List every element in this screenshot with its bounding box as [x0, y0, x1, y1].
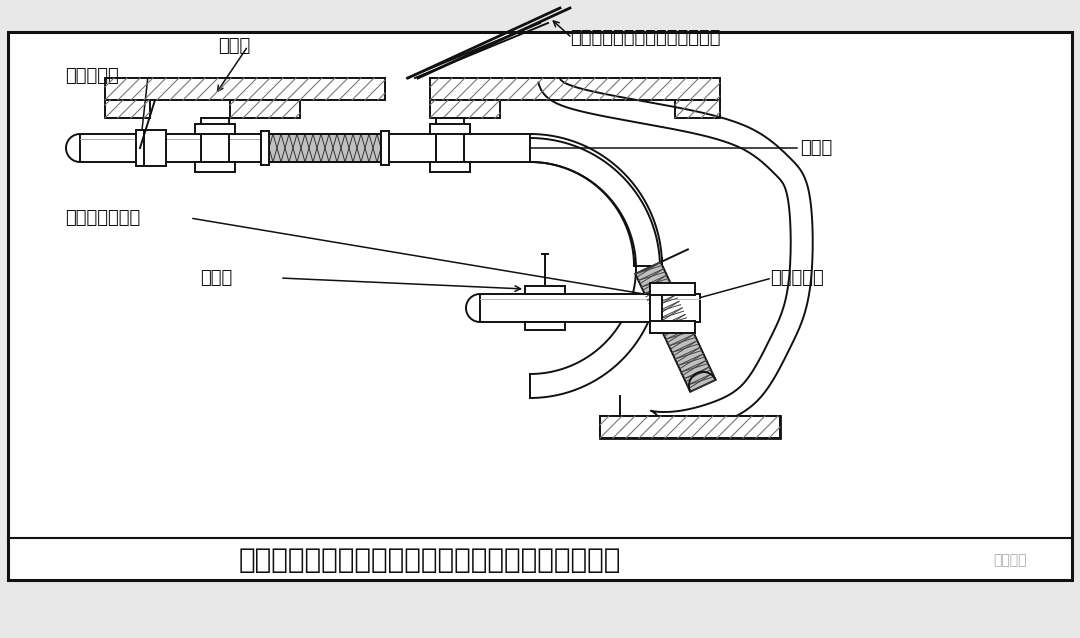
Bar: [105, 100, 150, 118]
Bar: [80, 134, 278, 162]
Bar: [381, 131, 389, 165]
Bar: [650, 283, 696, 295]
Bar: [261, 131, 269, 165]
Bar: [430, 162, 470, 172]
Text: エキスパンションジョイント部: エキスパンションジョイント部: [570, 29, 720, 47]
Text: 図　フレキシブル管を使用した変位吸収措置（例）: 図 フレキシブル管を使用した変位吸収措置（例）: [239, 546, 621, 574]
Bar: [464, 134, 530, 162]
Bar: [600, 416, 780, 438]
Bar: [144, 130, 166, 166]
Bar: [384, 134, 436, 162]
Bar: [430, 78, 720, 100]
Bar: [650, 283, 662, 333]
Bar: [105, 78, 384, 100]
Bar: [600, 416, 780, 438]
Text: 支持材: 支持材: [800, 139, 833, 157]
Bar: [195, 162, 235, 172]
Bar: [480, 294, 700, 322]
Text: フレキシブル管: フレキシブル管: [65, 209, 140, 227]
Bar: [8, 32, 1072, 580]
Bar: [525, 322, 565, 330]
Text: 支持材: 支持材: [218, 37, 251, 55]
Text: 机电顾问: 机电顾问: [994, 553, 1027, 567]
Bar: [436, 118, 464, 162]
Bar: [265, 134, 384, 162]
Bar: [675, 100, 720, 118]
Bar: [430, 124, 470, 134]
Bar: [136, 130, 144, 166]
Bar: [201, 118, 229, 162]
Bar: [230, 100, 300, 118]
Bar: [650, 321, 696, 333]
Bar: [525, 286, 565, 294]
Text: 支持材: 支持材: [200, 269, 232, 287]
Text: 耐震支持材: 耐震支持材: [65, 67, 119, 85]
Bar: [430, 100, 500, 118]
Text: 耐震支持材: 耐震支持材: [770, 269, 824, 287]
Polygon shape: [635, 262, 716, 392]
Bar: [195, 124, 235, 134]
